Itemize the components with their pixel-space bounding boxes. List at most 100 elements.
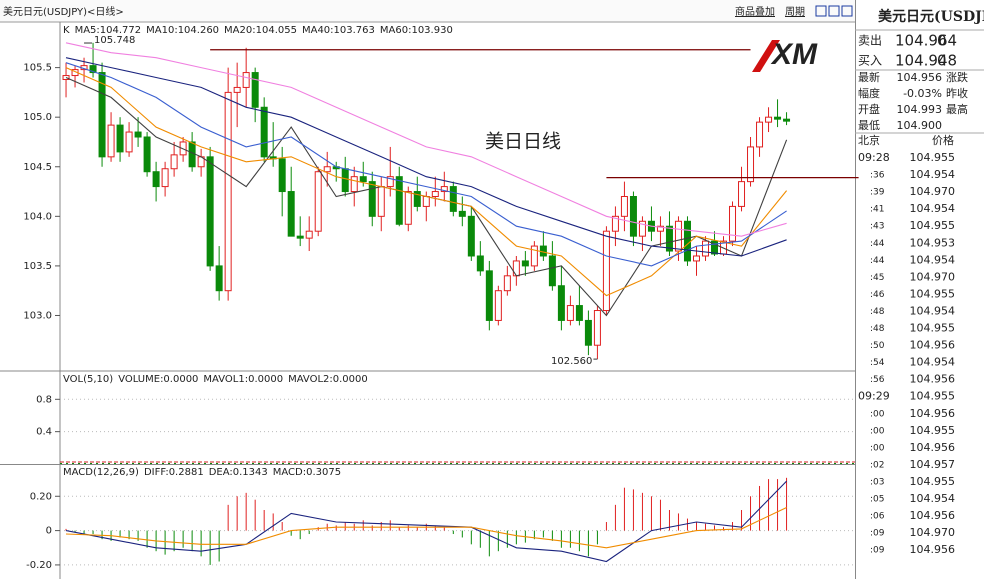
quote-text: :02 [870, 460, 884, 470]
y-tick-label: 105.0 [23, 112, 52, 123]
candle-body [206, 156, 214, 267]
quote-text: 104.993 [897, 103, 943, 116]
legend-item: VOLUME:0.0000 [118, 374, 198, 385]
quote-text: 0 [937, 32, 947, 50]
candle-body [242, 72, 250, 88]
candle-body [530, 245, 538, 267]
icon[interactable] [828, 5, 840, 17]
quote-text: 最新 [858, 70, 880, 84]
quote-text: :48 [870, 324, 885, 334]
candle-body [575, 305, 583, 321]
candle-body [674, 220, 682, 252]
candle-body [665, 225, 673, 252]
icon[interactable] [841, 5, 853, 17]
candle-body [314, 171, 322, 232]
quote-text: :43 [870, 222, 884, 232]
candle-body [305, 230, 313, 239]
logo: XM [752, 38, 818, 72]
icon[interactable] [815, 5, 827, 17]
quote-text: 104.955 [910, 322, 956, 335]
quote-text: 104.900 [897, 119, 943, 132]
quote-text: :46 [870, 290, 885, 300]
quote-text: :09 [870, 529, 885, 539]
indicator-line [65, 507, 787, 549]
toolbar [0, 0, 855, 22]
quote-text: :36 [870, 171, 885, 181]
quote-text: 104.948 [895, 52, 957, 70]
quote-text: :56 [870, 375, 885, 385]
quote-text: 开盘 [858, 102, 880, 116]
quote-text: 104.954 [910, 253, 956, 266]
y-tick-label: 104.5 [23, 162, 52, 173]
candle-body [368, 181, 376, 217]
candle-body [116, 124, 124, 153]
link[interactable]: 商品叠加 [735, 5, 775, 18]
quote-text: 幅度 [858, 86, 880, 100]
candle-body [404, 191, 412, 225]
quote-text: 104.955 [910, 287, 956, 300]
quote-text: 104.956 [910, 543, 956, 556]
indicator-line [65, 62, 787, 267]
legend-item: MACD(12,26,9) [63, 467, 139, 478]
candle-body [143, 136, 151, 173]
quote-text: :45 [870, 273, 884, 283]
quote-text: 北京 [858, 133, 880, 147]
link[interactable]: 周期 [785, 6, 805, 18]
candle-body [692, 255, 700, 262]
logo-text: XM [770, 38, 818, 71]
quote-text: 104.956 [910, 509, 956, 522]
candle-body [278, 158, 286, 193]
quote-text: :39 [870, 188, 885, 198]
candle-body [341, 168, 349, 193]
candle-body [729, 205, 737, 242]
toolbar-icons [815, 5, 853, 17]
candle-body [386, 176, 394, 188]
quote-text: 104.956 [910, 373, 956, 386]
quote-text: 104.970 [910, 526, 956, 539]
quote-text: 104.954 [910, 168, 956, 181]
y-tick-label: -0.20 [26, 560, 52, 571]
candle-body [377, 186, 385, 217]
y-tick-label: 0 [46, 526, 52, 537]
logo-stroke [752, 40, 780, 72]
candle-body [350, 176, 358, 193]
candle-body [134, 131, 142, 138]
candle-body [521, 260, 529, 267]
candle-body [89, 65, 97, 74]
quote-text: :48 [870, 307, 885, 317]
quote-text: 104.954 [910, 356, 956, 369]
legend-item: MACD:0.3075 [273, 467, 341, 478]
candle-body [422, 196, 430, 207]
quote-text: :05 [870, 495, 884, 505]
quote-text: 104.954 [910, 304, 956, 317]
quote-text: :06 [870, 512, 885, 522]
legend-item: MA60:103.930 [380, 25, 453, 36]
candle-body [738, 181, 746, 207]
y-tick-label: 104.0 [23, 211, 52, 222]
candle-body [638, 220, 646, 237]
candle-body [701, 240, 709, 257]
quote-text: 104.955 [910, 390, 956, 403]
candle-body [161, 168, 169, 188]
legend-item: MA5:104.772 [75, 25, 142, 36]
quote-title: 美元日元(USDJPY [878, 8, 984, 25]
symbol: 美元日元(USDJPY)<日线> [3, 5, 124, 18]
quote-text: 104.955 [910, 219, 956, 232]
annotation-label: 102.560 [551, 356, 592, 367]
chart-caption: 美日日线 [485, 131, 561, 153]
candle-body [458, 210, 466, 217]
candle-body [413, 191, 421, 207]
candle-body [683, 220, 691, 262]
candle-body [395, 176, 403, 225]
legend-item: MAVOL1:0.0000 [203, 374, 283, 385]
quote-text: 104.970 [910, 270, 956, 283]
annotation-label: 105.748 [94, 35, 135, 46]
candle-body [107, 124, 115, 158]
quote-text: 昨收 [946, 86, 968, 100]
candle-body [287, 191, 295, 237]
candle-body [656, 225, 664, 232]
quote-text: -0.03% [903, 87, 942, 100]
quote-text: 104.956 [910, 339, 956, 352]
candle-body [431, 191, 439, 198]
